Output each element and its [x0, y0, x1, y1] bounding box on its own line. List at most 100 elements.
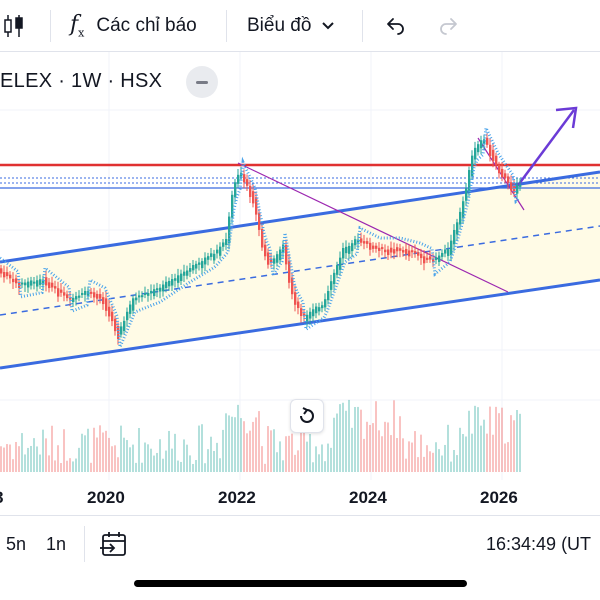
- candle: [342, 248, 345, 259]
- volume-bar: [483, 419, 485, 472]
- volume-bar: [27, 447, 29, 472]
- chart-type-button[interactable]: Biểu đồ: [247, 0, 335, 52]
- candle: [435, 257, 438, 260]
- candle: [192, 265, 195, 271]
- redo-button[interactable]: [437, 0, 461, 52]
- volume-bar: [42, 429, 44, 472]
- volume-bar: [492, 434, 494, 472]
- candle: [399, 248, 402, 251]
- volume-bar: [495, 406, 497, 472]
- range-button-5n[interactable]: 5n: [6, 534, 27, 554]
- clock-timezone[interactable]: 16:34:49 (UT: [486, 534, 592, 554]
- volume-bar: [399, 416, 401, 472]
- candle: [444, 249, 447, 254]
- undo-button[interactable]: [383, 0, 407, 52]
- candle: [510, 182, 513, 191]
- candle: [243, 174, 246, 183]
- candle: [3, 272, 6, 278]
- volume-bar: [420, 434, 422, 472]
- trend-line-purple[interactable]: [237, 162, 509, 293]
- candle: [222, 242, 225, 247]
- volume-bar: [63, 429, 65, 472]
- volume-bar: [288, 435, 290, 472]
- candle: [126, 311, 129, 321]
- candle: [288, 260, 291, 283]
- reset-icon: [300, 407, 314, 423]
- volume-bar: [93, 427, 95, 472]
- volume-bar: [282, 460, 284, 472]
- volume-bar: [504, 443, 506, 472]
- volume-bar: [102, 432, 104, 472]
- volume-bar: [426, 445, 428, 472]
- indicators-button[interactable]: fx Các chỉ báo: [70, 0, 197, 52]
- volume-bar: [387, 422, 389, 472]
- volume-bar: [333, 417, 335, 472]
- volume-bar: [507, 442, 509, 472]
- volume-bar: [132, 444, 134, 472]
- candle: [219, 246, 222, 256]
- candle: [141, 295, 144, 298]
- chart-canvas[interactable]: [0, 52, 600, 515]
- candle: [516, 184, 519, 194]
- candles-icon[interactable]: [2, 0, 26, 52]
- candle: [162, 284, 165, 292]
- range-button-1n[interactable]: 1n: [46, 534, 67, 554]
- candle: [315, 306, 318, 314]
- volume-bar: [396, 438, 398, 472]
- channel-lower-line[interactable]: [0, 278, 600, 370]
- candle: [123, 320, 126, 331]
- candle: [183, 271, 186, 276]
- candle: [258, 212, 261, 230]
- reset-chart-button[interactable]: [290, 399, 324, 433]
- volume-bar: [498, 413, 500, 472]
- volume-bar: [432, 452, 434, 472]
- candle: [405, 248, 408, 254]
- volume-bar: [207, 449, 209, 472]
- volume-bar: [459, 427, 461, 472]
- volume-bar: [453, 450, 455, 472]
- volume-bar: [174, 433, 176, 472]
- candle: [264, 244, 267, 257]
- volume-bar: [192, 463, 194, 472]
- volume-bar: [15, 441, 17, 472]
- volume-bar: [441, 455, 443, 472]
- candle: [324, 299, 327, 308]
- volume-bar: [141, 462, 143, 472]
- candle: [21, 282, 24, 285]
- candle: [180, 273, 183, 281]
- candle: [480, 140, 483, 149]
- projection-arrow[interactable]: [514, 106, 578, 189]
- volume-bar: [312, 462, 314, 472]
- candle: [69, 297, 72, 300]
- candle: [102, 297, 105, 305]
- legend-collapse-button[interactable]: [186, 66, 218, 98]
- volume-bar: [378, 430, 380, 472]
- candle: [108, 306, 111, 317]
- candle: [351, 243, 354, 252]
- volume-bar: [330, 447, 332, 472]
- candle: [384, 249, 387, 253]
- volume-bar: [411, 442, 413, 472]
- symbol-legend[interactable]: ELEX · 1W · HSX: [0, 70, 163, 92]
- channel-upper-line[interactable]: [0, 170, 600, 264]
- volume-bar: [6, 444, 8, 472]
- price-chart[interactable]: ELEX · 1W · HSX: [0, 52, 600, 515]
- candle: [120, 326, 123, 335]
- candle: [255, 197, 258, 215]
- volume-bar: [111, 446, 113, 472]
- volume-bar: [414, 431, 416, 472]
- volume-bar: [51, 425, 53, 472]
- volume-bar: [255, 417, 257, 472]
- candle: [201, 261, 204, 269]
- go-to-date-button[interactable]: [100, 530, 128, 563]
- candle: [171, 279, 174, 286]
- volume-bar: [516, 410, 518, 472]
- candle: [207, 256, 210, 260]
- candle: [483, 139, 486, 144]
- volume-bar: [390, 435, 392, 472]
- volume-bar: [12, 459, 14, 472]
- volume-bar: [447, 424, 449, 472]
- volume-bar: [513, 420, 515, 472]
- candle: [465, 188, 468, 201]
- candle: [378, 247, 381, 251]
